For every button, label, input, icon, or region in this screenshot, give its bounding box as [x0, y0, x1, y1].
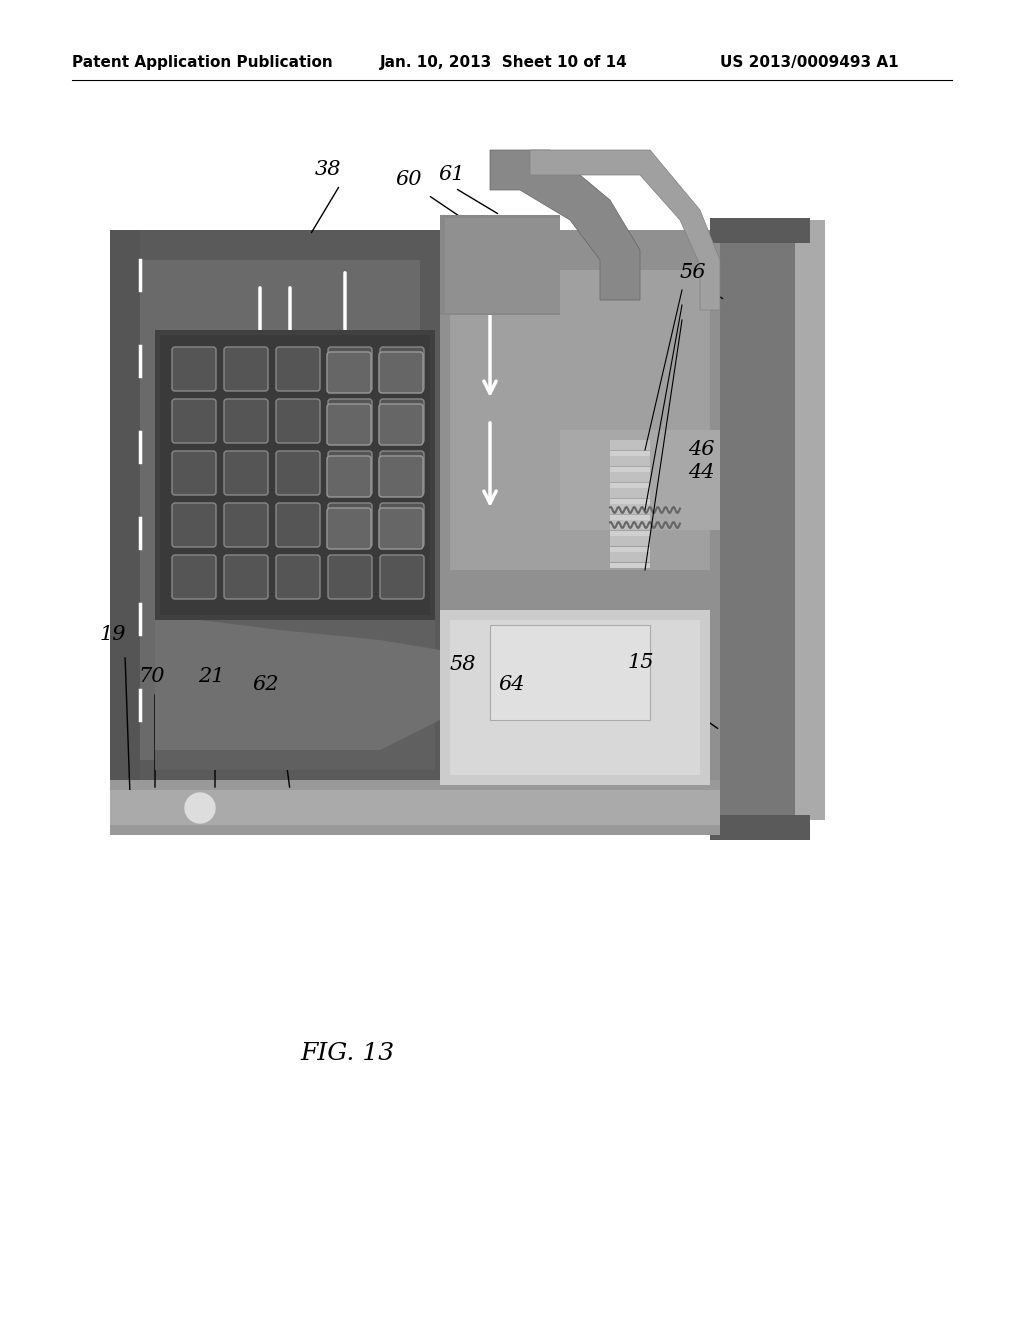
Text: Patent Application Publication: Patent Application Publication — [72, 54, 333, 70]
FancyBboxPatch shape — [224, 554, 268, 599]
Bar — [710, 218, 810, 243]
Text: 70: 70 — [138, 667, 165, 686]
PathPatch shape — [530, 150, 720, 310]
Bar — [610, 455, 650, 466]
Text: FIG. 13: FIG. 13 — [300, 1041, 394, 1065]
Bar — [610, 467, 650, 473]
FancyBboxPatch shape — [276, 554, 319, 599]
Bar — [490, 624, 650, 719]
Bar — [450, 620, 700, 775]
FancyBboxPatch shape — [328, 503, 372, 546]
FancyBboxPatch shape — [328, 399, 372, 444]
FancyBboxPatch shape — [172, 347, 216, 391]
Bar — [720, 220, 800, 820]
FancyBboxPatch shape — [379, 455, 423, 498]
Bar — [610, 515, 650, 520]
Bar — [795, 220, 825, 820]
FancyBboxPatch shape — [276, 451, 319, 495]
Text: 61: 61 — [438, 165, 465, 183]
FancyBboxPatch shape — [380, 399, 424, 444]
FancyBboxPatch shape — [327, 508, 371, 549]
FancyBboxPatch shape — [224, 451, 268, 495]
Bar — [610, 488, 650, 498]
FancyBboxPatch shape — [327, 404, 371, 445]
Text: 44: 44 — [688, 463, 715, 482]
FancyBboxPatch shape — [276, 347, 319, 391]
Text: 62: 62 — [252, 675, 279, 694]
FancyBboxPatch shape — [380, 451, 424, 495]
Bar — [610, 504, 650, 513]
Bar — [440, 230, 720, 810]
Text: 46: 46 — [688, 440, 715, 459]
Text: 58: 58 — [450, 655, 476, 675]
PathPatch shape — [490, 150, 640, 300]
Bar — [155, 330, 435, 620]
FancyBboxPatch shape — [224, 399, 268, 444]
FancyBboxPatch shape — [379, 508, 423, 549]
FancyBboxPatch shape — [224, 347, 268, 391]
Bar — [110, 230, 140, 810]
Bar — [610, 451, 650, 455]
Bar — [490, 624, 650, 719]
Bar — [160, 335, 430, 615]
Bar — [440, 610, 710, 785]
Bar — [610, 499, 650, 504]
FancyBboxPatch shape — [276, 503, 319, 546]
Bar — [560, 430, 720, 531]
Bar — [110, 789, 720, 825]
FancyBboxPatch shape — [172, 503, 216, 546]
Text: 64: 64 — [498, 675, 524, 694]
FancyBboxPatch shape — [379, 352, 423, 393]
Bar — [155, 620, 435, 770]
Bar — [440, 215, 560, 315]
Bar — [610, 440, 650, 450]
Bar — [445, 218, 560, 313]
Bar — [610, 520, 650, 531]
FancyBboxPatch shape — [276, 399, 319, 444]
Bar — [610, 536, 650, 546]
Bar — [720, 220, 800, 820]
FancyBboxPatch shape — [172, 451, 216, 495]
Text: 15: 15 — [628, 653, 654, 672]
FancyBboxPatch shape — [328, 347, 372, 391]
Bar — [710, 814, 810, 840]
Text: 60: 60 — [395, 170, 422, 189]
FancyBboxPatch shape — [172, 554, 216, 599]
Text: 56: 56 — [680, 263, 707, 282]
FancyBboxPatch shape — [172, 399, 216, 444]
FancyBboxPatch shape — [327, 352, 371, 393]
Bar — [610, 552, 650, 562]
PathPatch shape — [155, 620, 440, 750]
Text: US 2013/0009493 A1: US 2013/0009493 A1 — [720, 54, 899, 70]
Text: 21: 21 — [198, 667, 224, 686]
Bar — [130, 260, 420, 760]
Bar — [610, 473, 650, 482]
FancyBboxPatch shape — [380, 503, 424, 546]
FancyBboxPatch shape — [328, 554, 372, 599]
Bar — [610, 546, 650, 552]
Bar — [610, 483, 650, 488]
Circle shape — [185, 793, 215, 822]
FancyBboxPatch shape — [327, 455, 371, 498]
Text: 19: 19 — [100, 624, 127, 644]
FancyBboxPatch shape — [379, 404, 423, 445]
Bar — [110, 230, 440, 810]
Text: Jan. 10, 2013  Sheet 10 of 14: Jan. 10, 2013 Sheet 10 of 14 — [380, 54, 628, 70]
Bar — [560, 430, 720, 531]
FancyBboxPatch shape — [328, 451, 372, 495]
Bar — [610, 564, 650, 568]
FancyBboxPatch shape — [380, 554, 424, 599]
FancyBboxPatch shape — [380, 347, 424, 391]
FancyBboxPatch shape — [224, 503, 268, 546]
Bar — [110, 780, 720, 836]
Text: 38: 38 — [315, 160, 341, 180]
Bar — [610, 531, 650, 536]
Bar — [450, 271, 710, 570]
